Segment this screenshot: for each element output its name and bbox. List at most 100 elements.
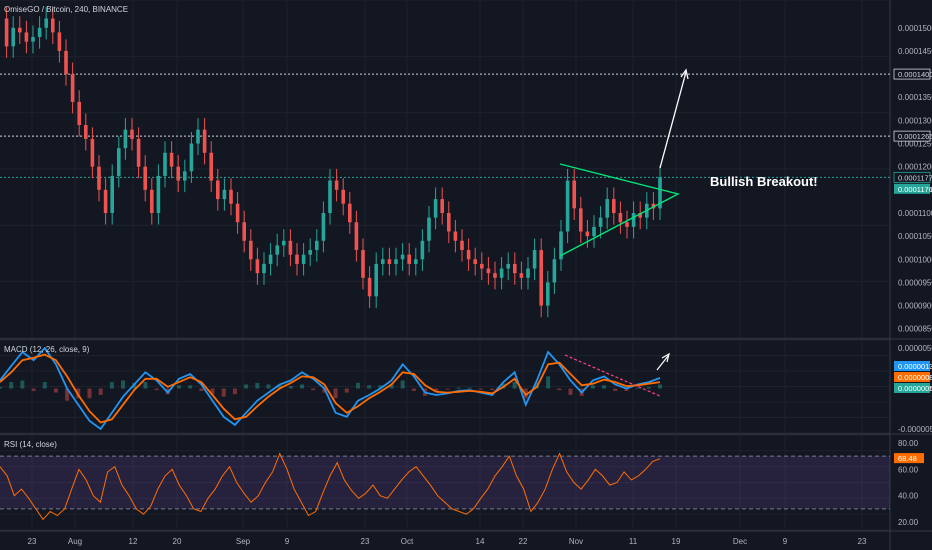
candle-body (605, 199, 609, 218)
candle-body (579, 208, 583, 232)
macd-histogram-bar (199, 388, 204, 391)
candle-body (539, 250, 543, 306)
candle-body (103, 189, 108, 213)
candle-body (301, 254, 306, 264)
candle-body (618, 212, 623, 223)
level-tag (893, 130, 931, 142)
macd-histogram-bar (467, 387, 472, 389)
time-tick-label: 11 (629, 537, 638, 546)
candle-body (513, 263, 517, 274)
candle-body (216, 180, 220, 200)
candle-body (526, 268, 530, 278)
level-tag-label: 0.0001266 (898, 132, 932, 141)
rsi-tick-label: 40.00 (898, 492, 919, 501)
candle-body (400, 254, 405, 260)
macd-histogram-bar (42, 382, 47, 389)
macd-histogram-bar (512, 382, 517, 389)
macd-histogram-bar (65, 388, 70, 401)
candle-body (321, 212, 326, 241)
candle-body (552, 259, 557, 283)
candle-body (64, 50, 68, 75)
time-tick-label: Dec (733, 537, 747, 546)
last-price-label: 0.0001176 (898, 185, 932, 194)
time-tick-label: Nov (569, 537, 583, 546)
macd-histogram-bar (367, 385, 372, 389)
breakout-arrow (659, 71, 687, 169)
macd-histogram-bar (0, 386, 2, 389)
time-tick-label: 20 (173, 537, 182, 546)
macd-histogram-bar (266, 384, 271, 389)
macd-histogram-bar (31, 388, 36, 391)
candle-body (447, 212, 451, 232)
candle-body (37, 27, 42, 38)
price-panel-title: OmiseGO / Bitcoin, 240, BINANCE (4, 5, 128, 14)
price-tick-label: 0.0001100 (898, 209, 932, 218)
candle-body (4, 18, 9, 47)
macd-value-label: 0.0000005 (898, 384, 932, 393)
candle-body (387, 259, 392, 264)
candle-body (625, 222, 629, 227)
candle-body (546, 282, 550, 306)
macd-arrow (656, 355, 669, 371)
candle-body (440, 199, 444, 213)
candle-body (631, 212, 636, 227)
candle-body (348, 203, 352, 223)
macd-histogram-bar (87, 388, 92, 399)
rsi-tick-label: 20.00 (898, 518, 919, 527)
macd-value-label: 0.0000013 (898, 362, 932, 371)
candle-body (249, 240, 253, 260)
macd-histogram-bar (344, 388, 349, 393)
time-tick-label: 9 (285, 537, 290, 546)
candle-body (70, 74, 75, 102)
macd-histogram-bar (154, 388, 159, 391)
candle-body (381, 259, 385, 264)
candle-body (433, 199, 438, 218)
candle-body (51, 18, 55, 33)
macd-histogram-bar (244, 384, 249, 389)
macd-histogram-bar (411, 388, 416, 391)
macd-histogram-bar (590, 385, 595, 389)
candle-body (117, 148, 121, 176)
rsi-value-tag (894, 453, 924, 464)
candle-body (354, 222, 359, 251)
candle-body (394, 259, 398, 264)
candle-body (123, 129, 128, 149)
candle-body (466, 250, 471, 260)
rsi-panel-title: RSI (14, close) (4, 440, 57, 449)
macd-series-macd (0, 346, 661, 431)
macd-histogram-bar (355, 382, 360, 389)
candle-body (242, 222, 246, 241)
candle-body (18, 27, 22, 33)
candle-body (24, 32, 29, 42)
candle-body (11, 27, 15, 47)
time-tick-label: Oct (401, 537, 414, 546)
macd-histogram-bar (255, 382, 260, 389)
candle-body (44, 18, 48, 28)
candle-body (367, 277, 372, 297)
time-tick-label: 23 (361, 537, 370, 546)
candle-body (150, 189, 154, 213)
candle-body (136, 138, 141, 167)
candle-body (90, 138, 95, 167)
candle-body (255, 259, 260, 274)
candle-body (486, 268, 491, 274)
rsi-band (0, 456, 890, 509)
candle-body (493, 273, 497, 278)
candle-body (288, 240, 293, 255)
time-tick-label: 12 (129, 537, 138, 546)
time-tick-label: 19 (672, 537, 681, 546)
candle-body (427, 217, 431, 241)
macd-histogram-bar (557, 388, 562, 391)
candle-body (268, 254, 273, 264)
candle-body (282, 240, 286, 246)
candle-body (453, 231, 458, 241)
macd-histogram-bar (479, 388, 484, 390)
macd-histogram-bar (434, 388, 439, 392)
macd-value-tag (894, 383, 930, 393)
candle-body (84, 125, 88, 139)
candle-body (169, 152, 174, 167)
macd-histogram-bar (277, 384, 282, 389)
